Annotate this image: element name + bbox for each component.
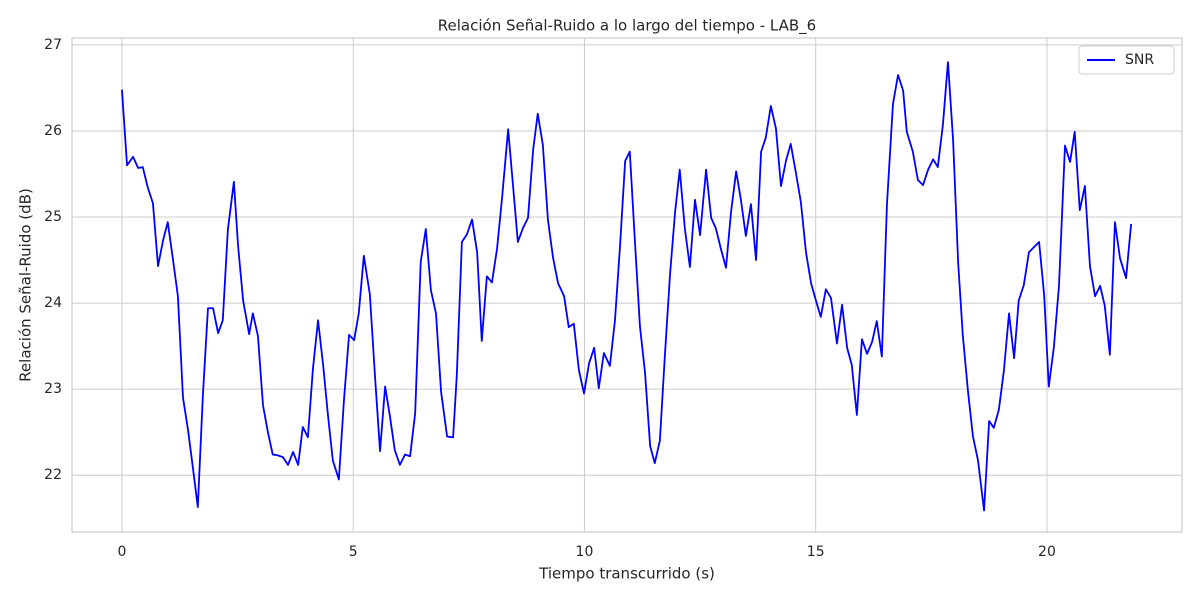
legend-label: SNR	[1125, 52, 1154, 68]
y-tick-label: 24	[44, 295, 62, 311]
legend-box	[1078, 45, 1175, 75]
x-axis-label: Tiempo transcurrido (s)	[538, 565, 715, 583]
y-tick-label: 25	[44, 209, 62, 225]
x-tick-label: 0	[117, 544, 126, 560]
x-tick-label: 5	[349, 544, 358, 560]
line-series	[121, 61, 1133, 512]
y-axis-label: Relación Señal-Ruido (dB)	[17, 188, 35, 382]
y-tick-label: 23	[44, 381, 62, 397]
chart-title: Relación Señal-Ruido a lo largo del tiem…	[438, 17, 816, 36]
y-tick-label: 26	[44, 123, 62, 139]
plot-frame	[71, 37, 1183, 533]
x-tick-label: 20	[1038, 544, 1056, 560]
x-tick-label: 15	[807, 544, 825, 560]
y-tick-label: 22	[44, 467, 62, 483]
y-tick-label: 27	[44, 37, 62, 53]
x-tick-label: 10	[576, 544, 594, 560]
